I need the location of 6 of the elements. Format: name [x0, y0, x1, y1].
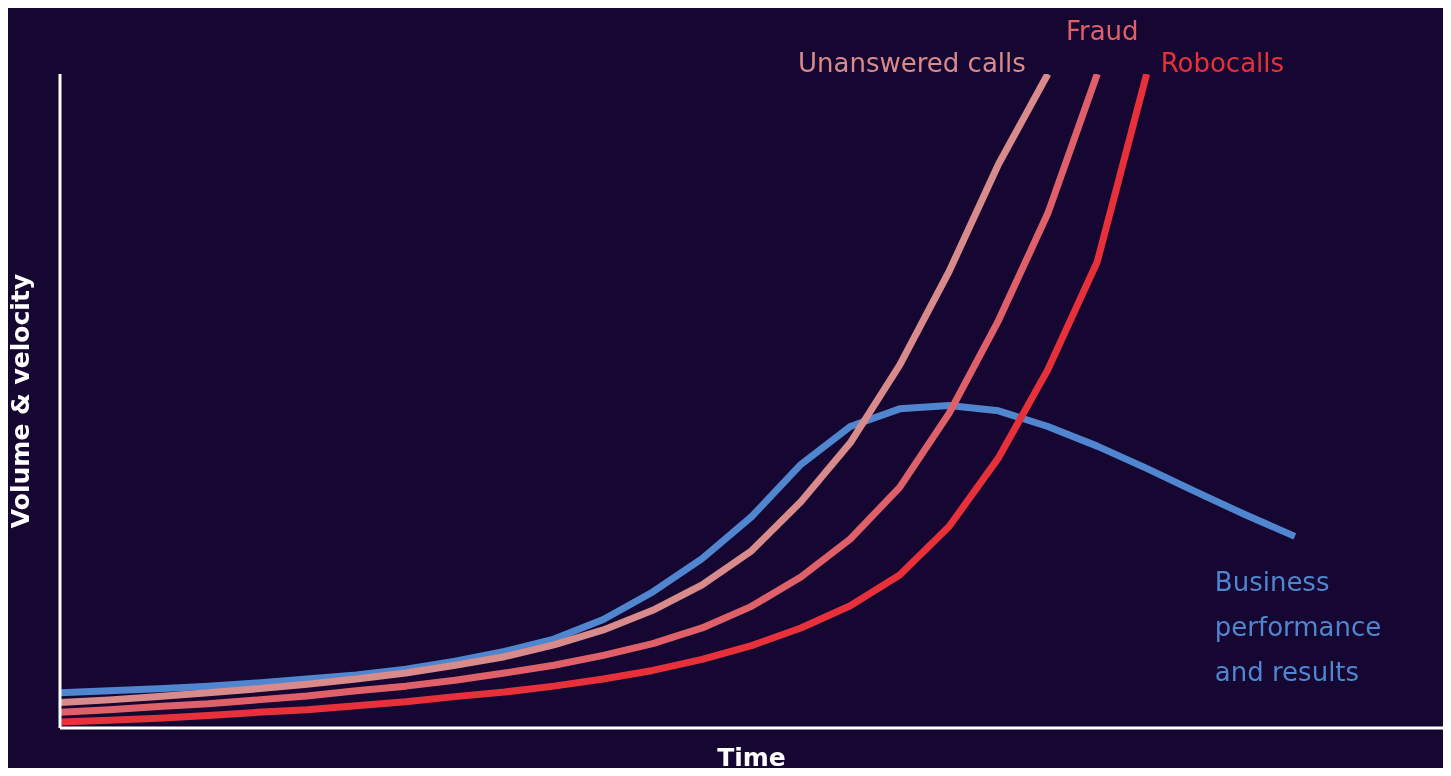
series-label: Fraud: [1065, 16, 1139, 46]
x-axis-title: Time: [717, 743, 786, 772]
series-label: Robocalls: [1160, 48, 1285, 78]
text: Business performance and results: [1214, 567, 1382, 688]
series-label: Unanswered calls: [798, 48, 1026, 78]
y-axis-title: Volume & velocity: [5, 273, 35, 529]
